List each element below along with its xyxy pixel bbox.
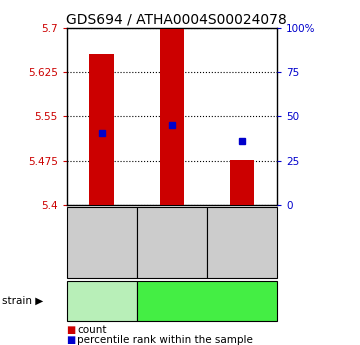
Text: count: count — [77, 325, 107, 335]
Text: GSM26456: GSM26456 — [237, 214, 247, 271]
Text: ■: ■ — [67, 325, 76, 335]
Text: GDS694 / ATHA0004S00024078: GDS694 / ATHA0004S00024078 — [66, 12, 287, 26]
Bar — [89, 54, 114, 205]
Text: ■: ■ — [67, 335, 76, 345]
Text: GSM26454: GSM26454 — [97, 214, 107, 271]
Text: strain ▶: strain ▶ — [2, 296, 43, 306]
Bar — [230, 160, 255, 205]
Text: percentile rank within the sample: percentile rank within the sample — [77, 335, 253, 345]
Bar — [159, 29, 184, 205]
Text: wild type: wild type — [78, 296, 126, 306]
Text: GSM26455: GSM26455 — [167, 214, 177, 271]
Text: AtMYB23SRDX: AtMYB23SRDX — [169, 296, 245, 306]
